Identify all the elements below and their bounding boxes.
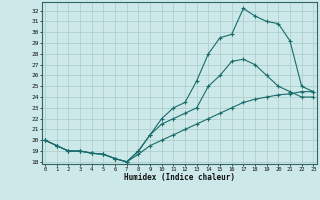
X-axis label: Humidex (Indice chaleur): Humidex (Indice chaleur) (124, 173, 235, 182)
